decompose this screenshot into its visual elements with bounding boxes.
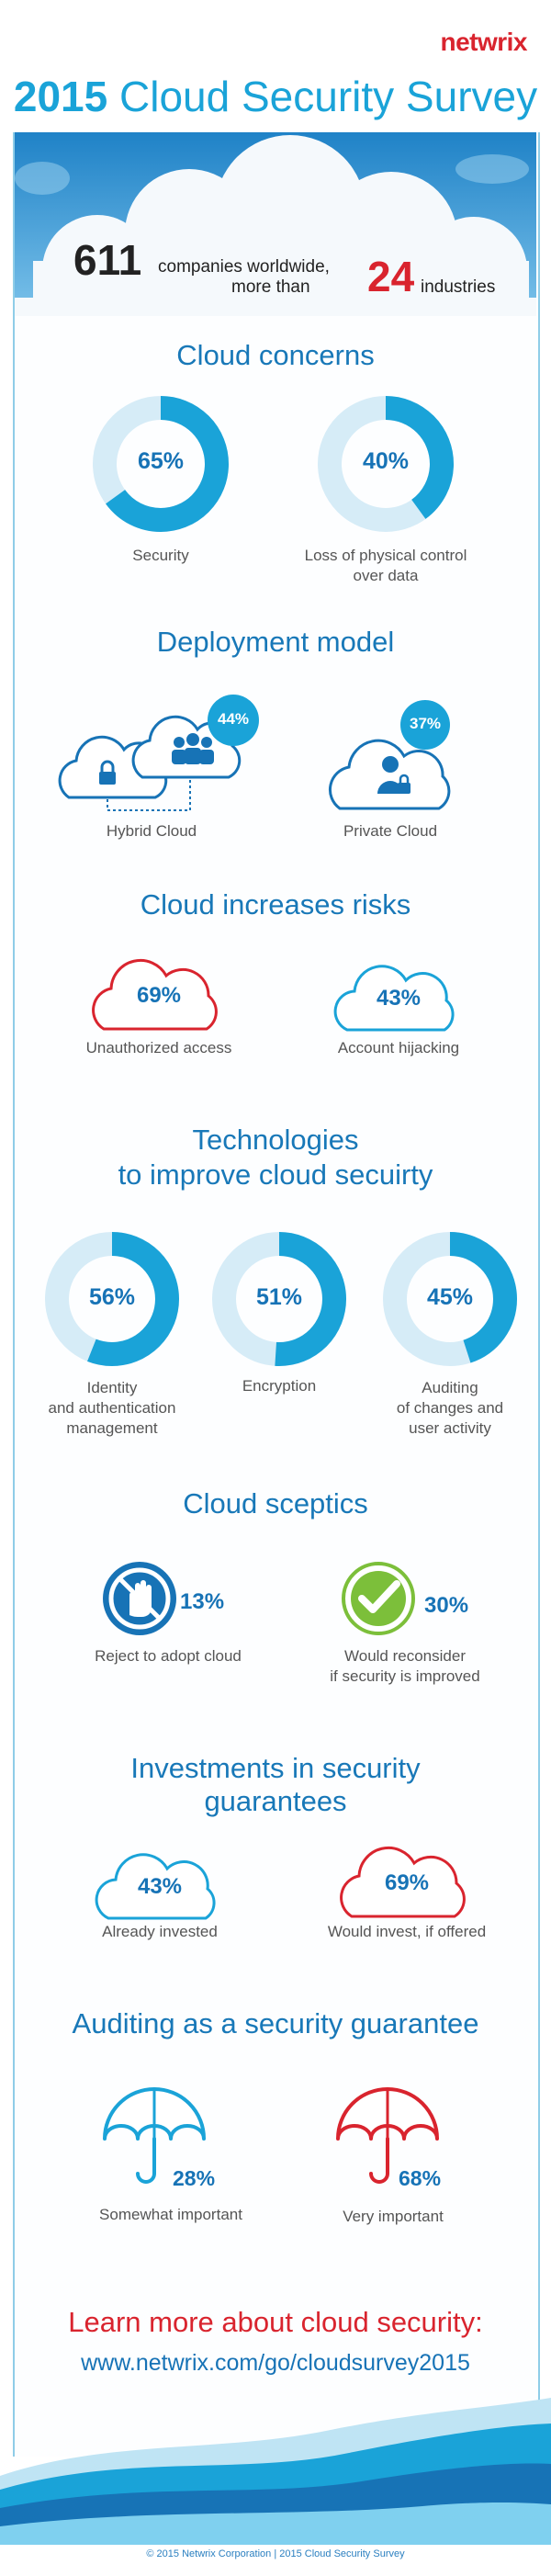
encryption-percent: 51% <box>255 1284 303 1310</box>
hijacking-percent: 43% <box>376 986 422 1011</box>
very-percent: 68% <box>399 2166 442 2190</box>
identity-label-1: Identity <box>86 1379 138 1396</box>
umbrella-blue-icon <box>103 2087 206 2184</box>
auditing-donut <box>383 1232 517 1366</box>
physical-control-donut-arc <box>318 396 454 532</box>
auditing-label-2: of changes and <box>396 1399 504 1417</box>
unauthorized-percent: 69% <box>136 983 182 1008</box>
unauthorized-cloud-icon <box>92 958 218 1031</box>
cloud-concerns-heading: Cloud concerns <box>176 339 375 371</box>
physical-control-label-1: Loss of physical control <box>304 547 467 564</box>
netwrix-logo[interactable]: netwrix <box>440 28 527 56</box>
identity-donut <box>45 1232 179 1366</box>
umbrella-red-icon <box>336 2087 439 2184</box>
footer-copyright: © 2015 Netwrix Corporation | 2015 Cloud … <box>146 2548 405 2559</box>
invested-label: Already invested <box>102 1923 218 1940</box>
would-invest-label: Would invest, if offered <box>327 1923 487 1940</box>
somewhat-percent: 28% <box>173 2166 216 2190</box>
hybrid-label: Hybrid Cloud <box>106 822 197 840</box>
auditing-label-3: user activity <box>409 1419 491 1437</box>
reconsider-percent: 30% <box>424 1593 469 1618</box>
would-invest-cloud-icon <box>340 1846 466 1918</box>
hero-stats: 611 companies worldwide, more than 24 in… <box>73 235 533 300</box>
page-title: 2015 Cloud Security Survey <box>0 72 551 121</box>
content-frame <box>13 132 540 2457</box>
sceptics-heading: Cloud sceptics <box>183 1487 368 1520</box>
auditing-percent: 45% <box>426 1284 474 1310</box>
security-percent: 65% <box>137 448 185 474</box>
investments-heading-2: guarantees <box>204 1785 347 1817</box>
checkmark-icon <box>342 1562 415 1635</box>
unauthorized-label: Unauthorized access <box>85 1039 232 1056</box>
hybrid-percent: 44% <box>217 710 250 728</box>
reconsider-label-2: if security is improved <box>330 1667 480 1685</box>
physical-control-label-2: over data <box>353 567 419 584</box>
security-label: Security <box>132 547 189 564</box>
identity-percent: 56% <box>88 1284 136 1310</box>
reconsider-label-1: Would reconsider <box>344 1647 466 1665</box>
cta-heading: Learn more about cloud security: <box>68 2306 483 2338</box>
hijacking-cloud-icon <box>333 965 455 1032</box>
security-donut <box>93 396 229 532</box>
reject-percent: 13% <box>180 1589 225 1614</box>
industries-prefix: more than <box>231 277 310 297</box>
encryption-donut-arc <box>212 1232 346 1366</box>
identity-label-3: management <box>66 1419 158 1437</box>
invested-cloud-icon <box>95 1853 216 1920</box>
companies-text: companies worldwide, <box>158 257 330 277</box>
physical-control-percent: 40% <box>362 448 410 474</box>
private-percent-badge <box>400 700 450 750</box>
physical-control-donut <box>318 396 454 532</box>
hijacking-label: Account hijacking <box>337 1039 460 1056</box>
somewhat-label: Somewhat important <box>99 2206 242 2223</box>
would-invest-percent: 69% <box>384 1870 430 1895</box>
encryption-donut <box>212 1232 346 1366</box>
hero-banner <box>15 132 536 316</box>
deployment-heading: Deployment model <box>156 626 395 658</box>
auditing-donut-arc <box>383 1232 517 1366</box>
companies-count: 611 <box>73 236 142 284</box>
footer-wave <box>0 2398 551 2545</box>
auditing-heading: Auditing as a security guarantee <box>72 2007 479 2039</box>
reject-label: Reject to adopt cloud <box>95 1647 242 1665</box>
private-percent: 37% <box>409 715 442 732</box>
hybrid-percent-badge <box>208 695 259 746</box>
technologies-heading-1: Technologies <box>192 1124 359 1156</box>
private-label: Private Cloud <box>343 822 438 840</box>
hero-clouds <box>15 135 536 316</box>
identity-label-2: and authentication <box>48 1399 176 1417</box>
stop-hand-icon <box>103 1562 176 1635</box>
invested-percent: 43% <box>137 1874 183 1899</box>
private-cloud-icon <box>328 739 451 810</box>
technologies-heading-2: to improve cloud secuirty <box>118 1158 433 1191</box>
industries-count: 24 <box>367 253 415 300</box>
title-text: Cloud Security Survey <box>119 73 538 120</box>
title-year: 2015 <box>13 73 108 120</box>
security-donut-arc <box>93 396 229 532</box>
cta-link[interactable]: www.netwrix.com/go/cloudsurvey2015 <box>81 2350 470 2376</box>
risks-heading: Cloud increases risks <box>140 888 411 921</box>
very-label: Very important <box>343 2208 444 2225</box>
identity-donut-arc <box>45 1232 179 1366</box>
industries-text: industries <box>421 277 496 297</box>
investments-heading-1: Investments in security <box>130 1752 421 1784</box>
auditing-label-1: Auditing <box>422 1379 478 1396</box>
encryption-label: Encryption <box>242 1377 317 1395</box>
